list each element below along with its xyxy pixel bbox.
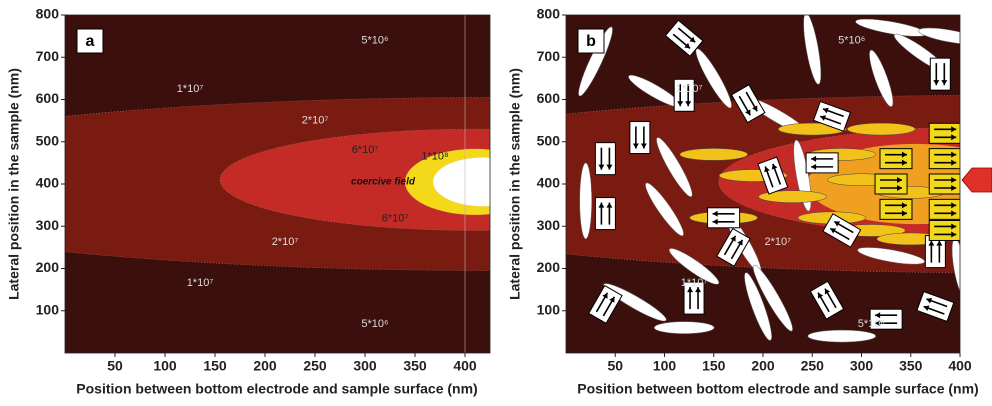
y-tick-label: 300 bbox=[537, 217, 561, 233]
y-tick-label: 500 bbox=[36, 132, 60, 148]
contour-label: 5*10⁶ bbox=[361, 34, 388, 46]
contour-label: 1*10⁷ bbox=[187, 277, 214, 289]
y-tick-label: 100 bbox=[537, 301, 561, 317]
dipole-ellipse bbox=[808, 330, 876, 342]
y-tick-label: 300 bbox=[36, 217, 60, 233]
dipole-box bbox=[630, 122, 650, 154]
x-tick-label: 300 bbox=[353, 358, 377, 374]
dipole-box bbox=[929, 220, 961, 240]
y-tick-label: 600 bbox=[537, 90, 561, 106]
x-tick-label: 250 bbox=[801, 358, 825, 374]
y-axis-label: Lateral position in the sample (nm) bbox=[6, 68, 22, 300]
figure: coercive field 5*10⁶ 1*10⁷ 2*10⁷ 6*10⁷ 1*10⁸ 6… bbox=[0, 0, 992, 401]
x-tick-label: 350 bbox=[403, 358, 427, 374]
x-tick-label: 50 bbox=[107, 358, 123, 374]
dipole-ellipse bbox=[680, 148, 748, 160]
dipole-box bbox=[880, 199, 912, 219]
x-tick-label: 150 bbox=[702, 358, 726, 374]
y-tick-label: 800 bbox=[537, 6, 561, 22]
panel-label: a bbox=[86, 33, 95, 50]
y-tick-label: 700 bbox=[537, 48, 561, 64]
x-tick-label: 100 bbox=[653, 358, 677, 374]
contour-label: 5*10⁶ bbox=[858, 318, 885, 330]
x-tick-label: 200 bbox=[253, 358, 277, 374]
dipole-box bbox=[595, 143, 615, 175]
y-tick-label: 600 bbox=[36, 90, 60, 106]
x-tick-label: 150 bbox=[203, 358, 227, 374]
x-tick-label: 250 bbox=[303, 358, 327, 374]
dipole-box bbox=[929, 199, 961, 219]
y-axis-label: Lateral position in the sample (nm) bbox=[507, 68, 523, 300]
x-tick-label: 350 bbox=[899, 358, 923, 374]
dipole-box bbox=[929, 174, 961, 194]
field-arrow bbox=[962, 168, 992, 192]
contour-label: 2*10⁷ bbox=[272, 236, 299, 248]
dipole-ellipse bbox=[580, 163, 592, 239]
contour-label: 5*10⁶ bbox=[838, 34, 865, 46]
dipole-ellipse bbox=[654, 322, 714, 334]
contour-label: 1*10⁷ bbox=[676, 83, 703, 95]
contour-label: 6*10⁷ bbox=[382, 213, 409, 225]
y-tick-label: 400 bbox=[36, 175, 60, 191]
contour-label: 1*10⁷ bbox=[681, 277, 708, 289]
dipole-box bbox=[880, 149, 912, 169]
x-tick-label: 100 bbox=[153, 358, 177, 374]
y-tick-label: 200 bbox=[36, 259, 60, 275]
x-tick-label: 200 bbox=[751, 358, 775, 374]
y-tick-label: 400 bbox=[537, 175, 561, 191]
annotation: coercive field bbox=[351, 177, 416, 188]
dipole-box bbox=[708, 208, 740, 228]
dipole-box bbox=[595, 198, 615, 230]
y-tick-label: 500 bbox=[537, 132, 561, 148]
y-tick-label: 200 bbox=[537, 259, 561, 275]
contour-label: 2*10⁷ bbox=[764, 236, 791, 248]
contour-label: 5*10⁶ bbox=[361, 318, 388, 330]
dipole-box bbox=[930, 58, 950, 90]
y-tick-label: 800 bbox=[36, 6, 60, 22]
x-tick-label: 300 bbox=[850, 358, 874, 374]
panel-label: b bbox=[586, 33, 596, 50]
x-tick-label: 400 bbox=[948, 358, 972, 374]
x-tick-label: 400 bbox=[453, 358, 477, 374]
x-axis-label: Position between bottom electrode and sa… bbox=[76, 381, 477, 397]
x-tick-label: 50 bbox=[607, 358, 623, 374]
dipole-box bbox=[929, 149, 961, 169]
contour-label: 2*10⁷ bbox=[302, 115, 329, 127]
x-axis-label: Position between bottom electrode and sa… bbox=[577, 381, 978, 397]
dipole-box bbox=[875, 174, 907, 194]
contour-label: 1*10⁸ bbox=[421, 150, 448, 162]
y-tick-label: 100 bbox=[36, 301, 60, 317]
dipole-ellipse bbox=[847, 123, 915, 135]
dipole-box bbox=[929, 123, 961, 143]
y-tick-label: 700 bbox=[36, 48, 60, 64]
dipole-box bbox=[806, 153, 838, 173]
contour-label: 6*10⁷ bbox=[352, 144, 379, 156]
contour-label: 1*10⁷ bbox=[177, 83, 204, 95]
